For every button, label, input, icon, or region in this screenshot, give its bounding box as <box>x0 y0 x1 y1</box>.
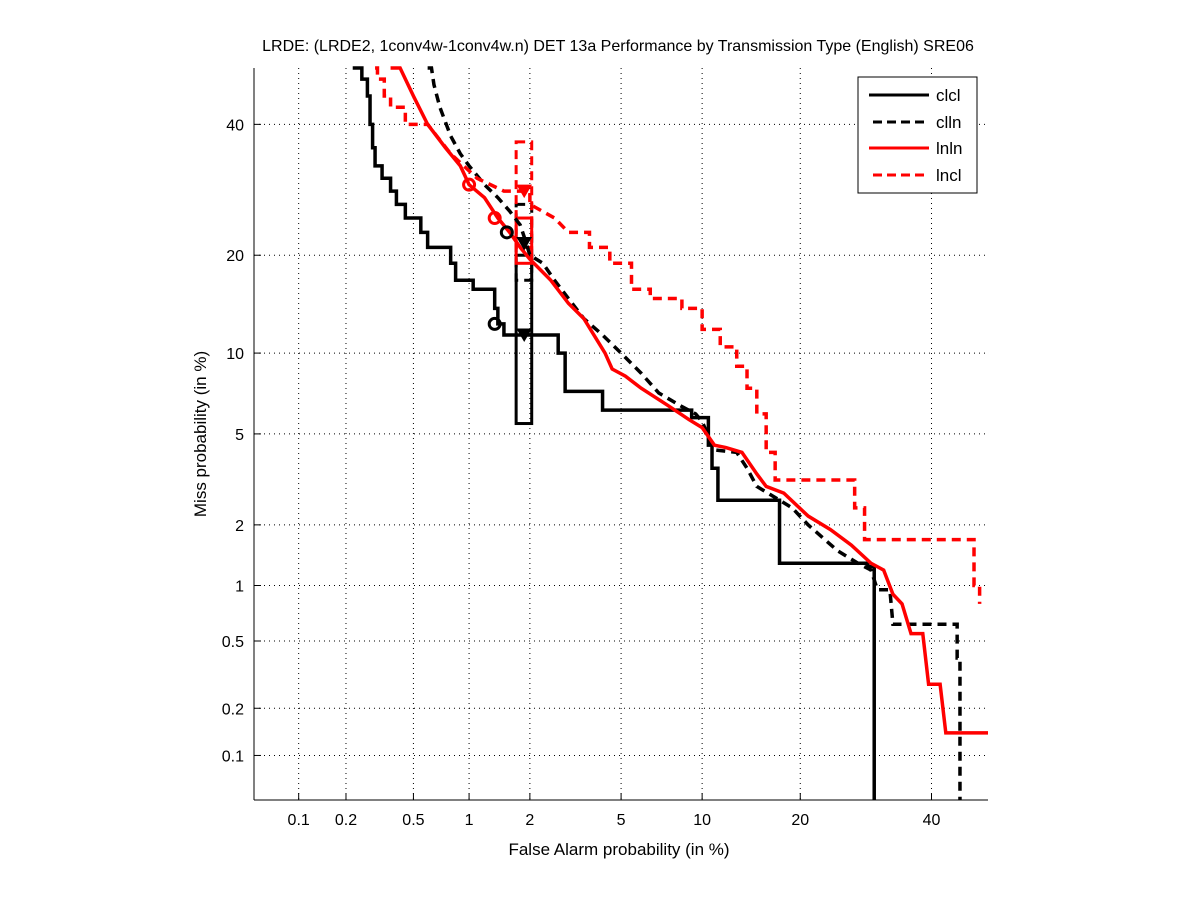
series-line-lnln <box>390 66 988 735</box>
series-line-lncl <box>375 66 982 604</box>
legend-item-lnln: lnln <box>869 139 962 158</box>
legend-label-lnln: lnln <box>936 139 962 158</box>
x-tick-label: 20 <box>791 812 809 829</box>
y-tick-label: 0.2 <box>222 701 244 718</box>
legend-item-lncl: lncl <box>873 166 962 185</box>
legend: clcl clln lnln lncl <box>857 76 978 194</box>
chart-title: LRDE: (LRDE2, 1conv4w-1conv4w.n) DET 13a… <box>262 38 974 55</box>
y-tick-label: 1 <box>235 579 244 596</box>
y-axis-label: Miss probability (in %) <box>191 351 210 517</box>
y-tick-label: 5 <box>235 427 244 444</box>
min-dcf-marker-clln <box>499 225 514 240</box>
legend-label-clcl: clcl <box>936 86 961 105</box>
legend-label-lncl: lncl <box>936 166 962 185</box>
x-tick-label: 40 <box>923 812 941 829</box>
y-axis-ticks: 0.1 0.2 0.5 1 2 5 10 20 40 <box>222 117 261 765</box>
grid <box>254 68 988 800</box>
confidence-box-clcl <box>514 253 534 426</box>
y-tick-label: 20 <box>226 248 244 265</box>
x-tick-label: 0.5 <box>402 812 424 829</box>
min-dcf-marker-lnln <box>487 211 502 226</box>
y-tick-label: 2 <box>235 518 244 535</box>
x-tick-label: 2 <box>525 812 534 829</box>
series-group <box>352 66 988 800</box>
x-axis-ticks: 0.1 0.2 0.5 1 2 5 10 20 40 <box>288 793 941 829</box>
x-tick-label: 0.1 <box>288 812 310 829</box>
x-axis-label: False Alarm probability (in %) <box>508 840 729 859</box>
legend-item-clln: clln <box>873 113 962 132</box>
x-tick-label: 5 <box>617 812 626 829</box>
y-tick-label: 40 <box>226 117 244 134</box>
x-tick-label: 10 <box>693 812 711 829</box>
legend-item-clcl: clcl <box>869 86 961 105</box>
y-tick-label: 10 <box>226 346 244 363</box>
legend-label-clln: clln <box>936 113 962 132</box>
y-tick-label: 0.1 <box>222 748 244 765</box>
markers-group <box>462 177 533 343</box>
series-line-clln <box>427 66 962 800</box>
confidence-boxes <box>514 140 534 426</box>
min-dcf-marker-clcl <box>487 316 502 331</box>
y-tick-label: 0.5 <box>222 634 244 651</box>
act-dcf-marker-clln <box>516 237 533 251</box>
x-tick-label: 1 <box>465 812 474 829</box>
min-dcf-marker-lnln <box>462 177 477 192</box>
x-tick-label: 0.2 <box>335 812 357 829</box>
act-dcf-marker-lncl <box>516 184 533 199</box>
act-dcf-marker-clcl <box>516 328 533 343</box>
series-line-clcl <box>352 66 876 800</box>
